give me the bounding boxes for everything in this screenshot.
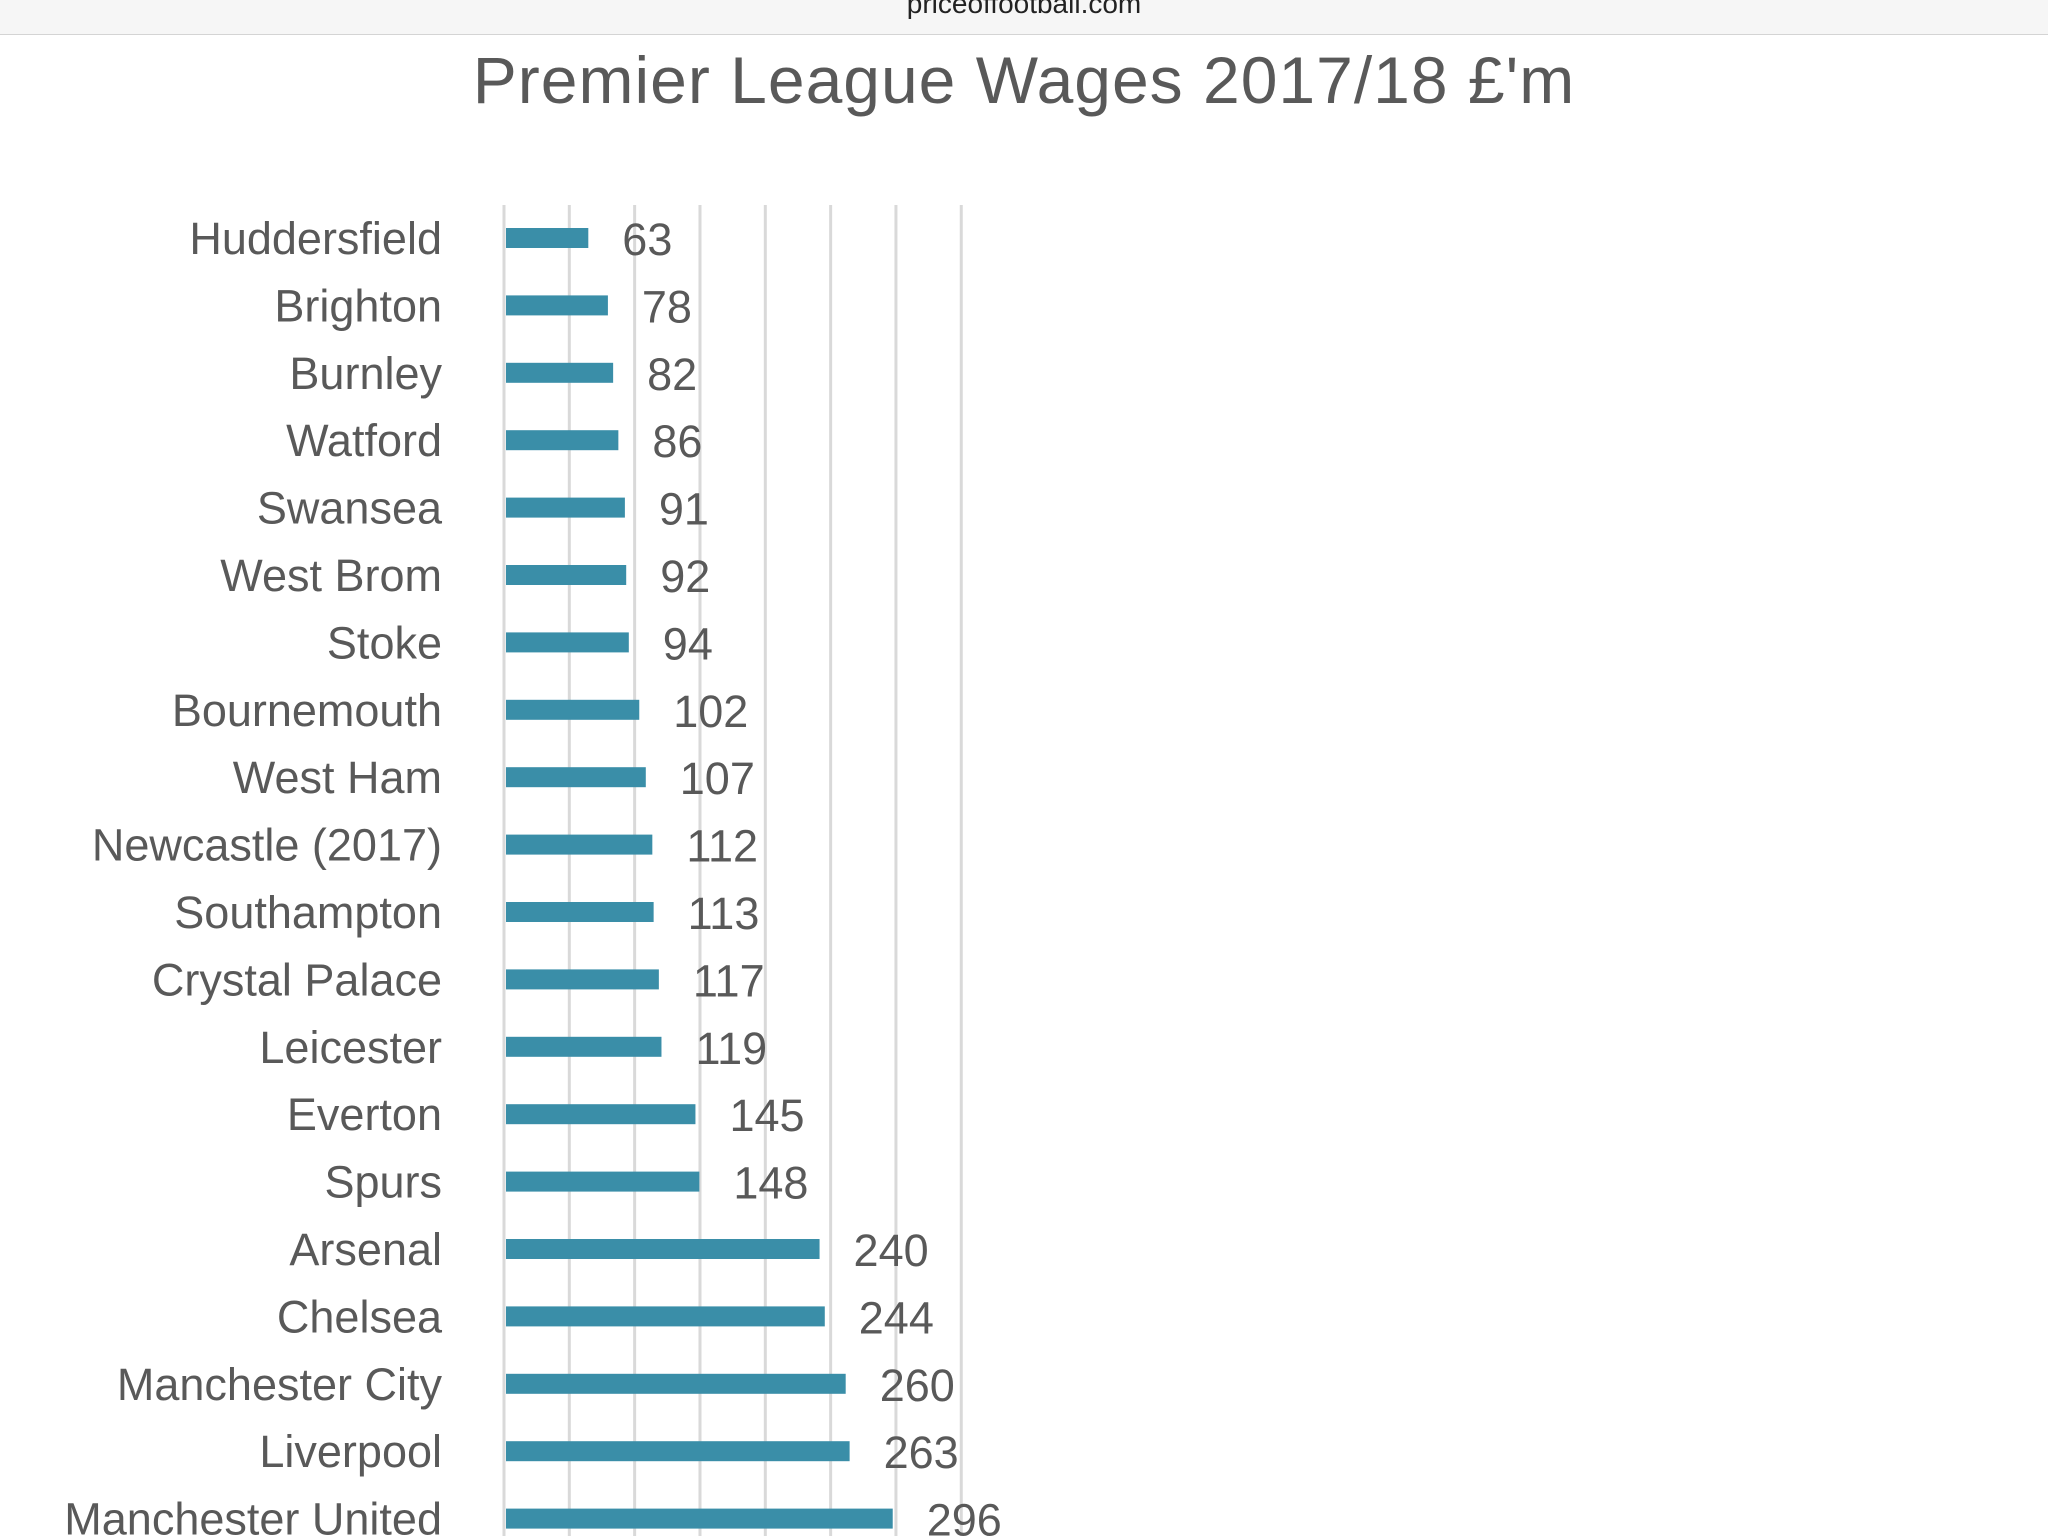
value-label: 107 bbox=[680, 753, 755, 804]
bar bbox=[506, 902, 654, 922]
category-labels: Huddersfield Brighton Burnley Watford Swanse… bbox=[64, 213, 443, 1536]
category-label: Huddersfield bbox=[189, 213, 442, 264]
bar bbox=[506, 295, 608, 316]
value-label: 296 bbox=[927, 1495, 1002, 1536]
value-label: 145 bbox=[729, 1090, 804, 1141]
category-label: Bournemouth bbox=[172, 685, 442, 736]
category-label: West Brom bbox=[220, 550, 442, 601]
value-label: 119 bbox=[695, 1023, 767, 1074]
value-label: 102 bbox=[673, 686, 748, 737]
bar bbox=[506, 1373, 846, 1394]
bar bbox=[506, 1306, 825, 1327]
category-label: Spurs bbox=[324, 1157, 442, 1208]
category-label: Newcastle (2017) bbox=[92, 820, 442, 871]
bar bbox=[506, 1104, 696, 1125]
category-label: Swansea bbox=[257, 483, 443, 534]
category-label: Crystal Palace bbox=[152, 954, 442, 1005]
category-label: Watford bbox=[286, 415, 442, 466]
value-label: 78 bbox=[642, 281, 692, 332]
category-label: Southampton bbox=[174, 887, 442, 938]
browser-address-bar[interactable]: priceoffootball.com bbox=[0, 0, 2048, 35]
category-label: Leicester bbox=[259, 1022, 442, 1073]
value-label: 263 bbox=[884, 1427, 959, 1478]
category-label: Arsenal bbox=[289, 1224, 442, 1275]
value-label: 92 bbox=[660, 551, 710, 602]
category-label: Burnley bbox=[289, 348, 442, 399]
category-label: Manchester City bbox=[117, 1359, 443, 1410]
value-labels: 63 78 82 86 91 92 94 102 107 112 113 117 119 145 148 24… bbox=[622, 214, 1002, 1536]
value-label: 260 bbox=[880, 1360, 955, 1411]
bar bbox=[506, 632, 629, 653]
bar bbox=[506, 1508, 893, 1529]
chart-title: Premier League Wages 2017/18 £'m bbox=[472, 43, 1576, 117]
value-label: 91 bbox=[659, 484, 709, 535]
value-label: 63 bbox=[622, 214, 672, 265]
url-text: priceoffootball.com bbox=[906, 0, 1142, 19]
bar bbox=[506, 565, 627, 585]
category-label: Brighton bbox=[274, 280, 442, 331]
category-label: Stoke bbox=[327, 617, 442, 668]
value-label: 86 bbox=[652, 416, 702, 467]
bar bbox=[506, 497, 625, 518]
bar bbox=[506, 969, 659, 990]
bar bbox=[506, 699, 640, 720]
value-label: 117 bbox=[693, 955, 765, 1006]
bar bbox=[506, 362, 614, 383]
value-label: 244 bbox=[859, 1292, 934, 1343]
value-label: 94 bbox=[663, 618, 713, 669]
value-label: 112 bbox=[686, 821, 758, 872]
bar bbox=[506, 1036, 662, 1057]
bar bbox=[506, 430, 619, 451]
value-label: 240 bbox=[854, 1225, 929, 1276]
bar bbox=[506, 1239, 820, 1259]
value-label: 113 bbox=[688, 888, 760, 939]
bar bbox=[506, 1171, 700, 1192]
category-label: Everton bbox=[287, 1089, 442, 1140]
bar bbox=[506, 1441, 850, 1462]
value-label: 148 bbox=[733, 1158, 808, 1209]
category-label: Manchester United bbox=[64, 1494, 442, 1536]
bar bbox=[506, 834, 653, 855]
bar bbox=[506, 228, 589, 248]
bar bbox=[506, 767, 646, 788]
category-label: Liverpool bbox=[259, 1426, 442, 1477]
value-label: 82 bbox=[647, 349, 697, 400]
category-label: West Ham bbox=[233, 752, 442, 803]
bars bbox=[506, 228, 893, 1529]
category-label: Chelsea bbox=[277, 1291, 443, 1342]
